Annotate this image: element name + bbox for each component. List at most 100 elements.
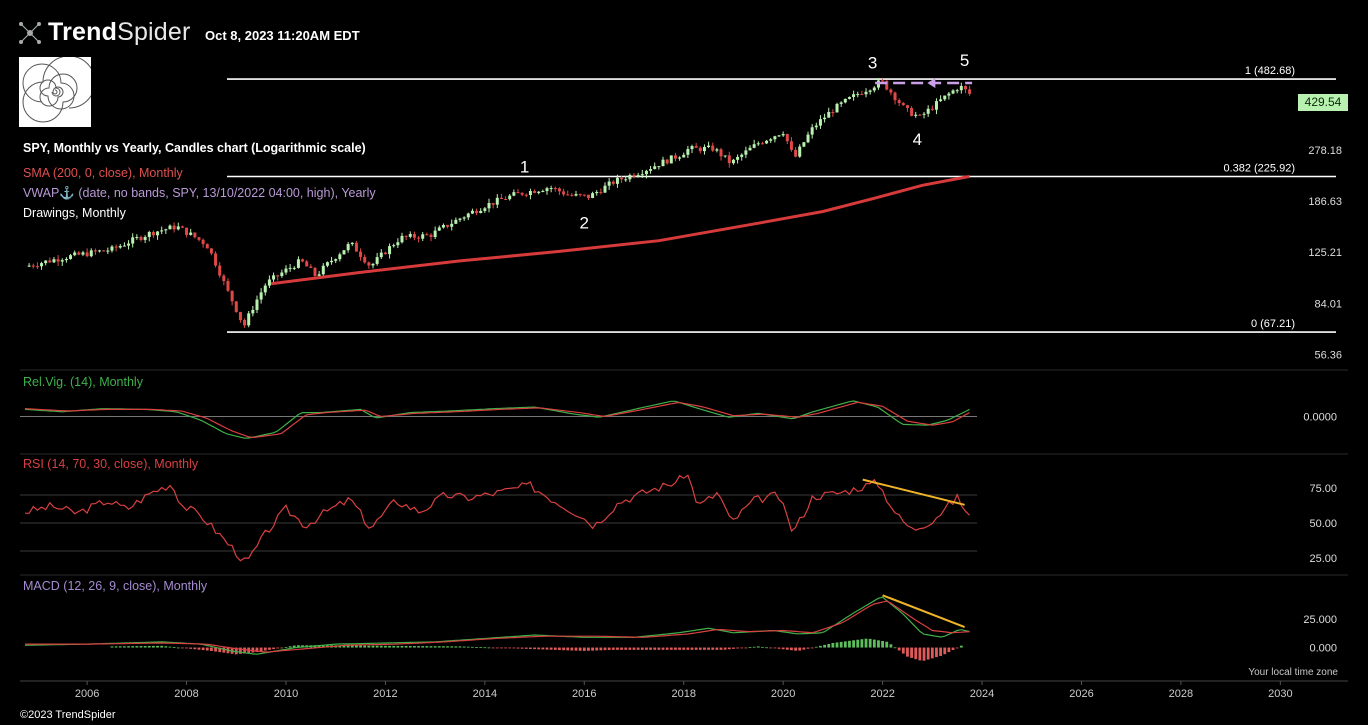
candle-body (69, 255, 73, 259)
candle-body (284, 268, 288, 273)
candle-body (893, 92, 897, 101)
legend-rsi[interactable]: RSI (14, 70, 30, close), Monthly (23, 457, 199, 471)
candle-body (259, 292, 263, 300)
macd-hist-bar (234, 647, 238, 655)
candle-body (914, 114, 918, 116)
macd-hist-bar (504, 647, 507, 649)
candle-body (64, 258, 68, 261)
macd-hist-bar (802, 647, 806, 650)
legend-vwap[interactable]: VWAP⚓ (date, no bands, SPY, 13/10/2022 0… (23, 186, 376, 200)
macd-hist-bar (951, 647, 955, 650)
candle-body (922, 113, 926, 115)
candle-body (127, 243, 131, 246)
macd-hist-bar (881, 641, 884, 648)
y-tick-label: 56.36 (1314, 350, 1342, 362)
macd-hist-bar (889, 644, 893, 648)
candle-body (508, 195, 512, 200)
legend-relvig[interactable]: Rel.Vig. (14), Monthly (23, 375, 143, 389)
candle-body (288, 267, 292, 269)
macd-hist-bar (558, 647, 561, 651)
macd-hist-bar (649, 647, 652, 650)
candle-body (752, 144, 756, 148)
macd-hist-bar (131, 646, 135, 648)
spider-logo-icon (19, 21, 41, 44)
macd-hist-bar (508, 647, 512, 649)
candle-body (392, 245, 396, 247)
macd-hist-bar (500, 647, 503, 649)
macd-hist-bar (831, 643, 835, 648)
candle-body (644, 170, 648, 175)
macd-hist-bar (297, 645, 300, 648)
candle-body (176, 226, 180, 230)
candle-body (628, 174, 632, 180)
macd-hist-bar (819, 645, 822, 648)
macd-hist-bar (707, 647, 710, 650)
candle-body (669, 155, 673, 164)
candle-body (528, 191, 532, 196)
macd-hist-bar (636, 647, 640, 650)
candle-body (818, 119, 822, 126)
candle-body (479, 210, 483, 214)
candle-body (636, 175, 640, 177)
macd-hist-bar (396, 645, 400, 648)
macd-hist-bar (168, 646, 172, 648)
candle-body (52, 259, 56, 263)
candle-body (168, 225, 172, 230)
candle-body (731, 159, 735, 164)
candle-body (81, 252, 85, 255)
candle-body (77, 252, 81, 255)
candle-body (396, 242, 400, 246)
candle-body (330, 260, 334, 263)
candle-body (852, 94, 856, 98)
candle-body (135, 237, 139, 239)
wave-label: 4 (913, 130, 922, 149)
legend-macd[interactable]: MACD (12, 26, 9, close), Monthly (23, 579, 208, 593)
candle-body (251, 309, 255, 314)
macd-hist-bar (446, 646, 449, 648)
candle-body (218, 265, 222, 276)
macd-hist-bar (930, 647, 934, 659)
chart-timestamp: Oct 8, 2023 11:20AM EDT (205, 28, 360, 43)
candle-body (371, 263, 375, 266)
macd-hist-bar (520, 647, 524, 649)
macd-hist-bar (466, 646, 470, 648)
user-avatar[interactable] (19, 55, 96, 127)
legend-sma[interactable]: SMA (200, 0, close), Monthly (23, 166, 183, 180)
timezone-note[interactable]: Your local time zone (1248, 667, 1338, 678)
macd-hist-bar (790, 647, 793, 651)
wave-label: 5 (960, 51, 969, 70)
candle-body (31, 265, 35, 267)
macd-hist-bar (512, 647, 516, 649)
legend-drawings[interactable]: Drawings, Monthly (23, 206, 126, 220)
candle-body (897, 100, 901, 104)
candle-body (454, 219, 458, 224)
macd-hist-bar (421, 646, 425, 648)
macd-hist-bar (893, 647, 897, 649)
candle-body (516, 192, 520, 194)
candle-body (342, 250, 346, 255)
candle-body (785, 134, 789, 142)
candle-body (777, 135, 781, 137)
candle-body (359, 251, 363, 257)
candle-body (491, 202, 495, 205)
macd-hist-bar (843, 641, 847, 648)
macd-hist-bar (259, 647, 263, 652)
macd-hist-bar (288, 646, 292, 648)
candle-body (276, 275, 280, 277)
macd-hist-bar (346, 645, 350, 648)
macd-hist-bar (868, 638, 872, 648)
candle-body (73, 252, 77, 256)
brand-logo: TrendSpider (18, 18, 191, 47)
wave-label: 3 (868, 53, 877, 72)
candle-body (122, 245, 126, 247)
candle-body (180, 226, 184, 228)
candle-body (499, 197, 503, 200)
macd-hist-bar (222, 647, 226, 653)
candle-body (185, 227, 189, 235)
candle-body (702, 147, 706, 152)
macd-hist-bar (239, 647, 242, 654)
rsi-tick: 50.00 (1309, 518, 1337, 530)
macd-hist-bar (665, 647, 669, 650)
candle-body (574, 194, 578, 196)
